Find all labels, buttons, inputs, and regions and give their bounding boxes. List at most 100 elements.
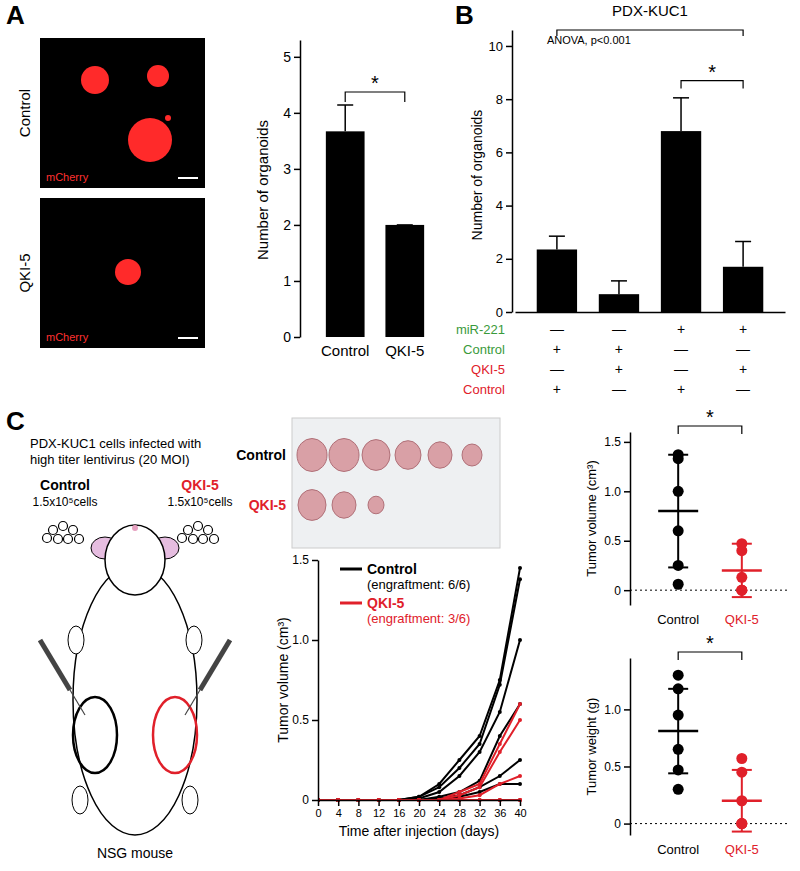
cell-icon bbox=[178, 534, 187, 543]
mouse-label: NSG mouse bbox=[97, 845, 173, 861]
growth-point bbox=[478, 785, 482, 789]
tick-label: 2 bbox=[496, 251, 503, 266]
tick-label: 32 bbox=[474, 807, 486, 819]
tick-mark bbox=[439, 800, 441, 806]
growth-line bbox=[318, 704, 520, 800]
tick-mark bbox=[506, 152, 512, 154]
organoid-blob bbox=[128, 118, 172, 162]
legend-swatch bbox=[340, 568, 362, 571]
tick-mark bbox=[294, 57, 300, 59]
condition-sign: — bbox=[550, 361, 564, 377]
tick-mark bbox=[294, 281, 300, 283]
image-background bbox=[40, 38, 205, 188]
growth-point bbox=[518, 702, 522, 706]
axis-line bbox=[630, 659, 632, 836]
syringe-needle bbox=[70, 690, 85, 715]
tick-mark bbox=[506, 259, 512, 261]
scale-bar bbox=[178, 337, 198, 339]
data-point bbox=[673, 710, 684, 721]
growth-point bbox=[457, 774, 461, 778]
tick: Control bbox=[657, 842, 699, 857]
error-bar bbox=[344, 105, 346, 131]
cell-icon bbox=[210, 535, 219, 544]
axis: 00.51.0 bbox=[604, 659, 630, 836]
tick-label: 2 bbox=[283, 217, 291, 233]
data-point bbox=[736, 545, 747, 556]
organoid-blob bbox=[165, 115, 171, 121]
sd-cap bbox=[732, 831, 752, 833]
cell-icon bbox=[69, 526, 78, 535]
error-bar bbox=[618, 281, 620, 294]
condition-sign: + bbox=[739, 361, 747, 377]
tick-label: 1.0 bbox=[604, 485, 621, 499]
tick-label: 1.0 bbox=[292, 633, 309, 647]
tick-mark bbox=[479, 800, 481, 806]
photo-row-label: Control bbox=[236, 447, 286, 463]
annotation: ANOVA, p<0.001 bbox=[547, 34, 631, 46]
legend-entry: Control bbox=[367, 561, 417, 577]
tumor-image bbox=[297, 439, 327, 472]
data-point bbox=[736, 585, 747, 596]
tick-mark bbox=[358, 800, 360, 806]
tick-label: 24 bbox=[434, 807, 446, 819]
data-point bbox=[673, 764, 684, 775]
data-point bbox=[736, 585, 747, 596]
scale-bar bbox=[178, 177, 198, 179]
panel-letter: B bbox=[455, 0, 474, 30]
tick: 4 bbox=[336, 800, 342, 819]
tick: 1.5 bbox=[292, 553, 318, 567]
tick-mark bbox=[500, 800, 502, 806]
tick: 1.0 bbox=[292, 633, 318, 647]
image-background bbox=[40, 198, 205, 348]
tick: QKI-5 bbox=[725, 842, 759, 857]
growth-line bbox=[318, 704, 520, 800]
photo-background bbox=[292, 418, 500, 548]
cell-icon bbox=[189, 535, 198, 544]
condition-label: QKI-5 bbox=[471, 362, 505, 377]
stain-label: mCherry bbox=[46, 171, 89, 183]
bar bbox=[599, 294, 639, 312]
growth-point bbox=[498, 782, 502, 786]
growth-point bbox=[518, 577, 522, 581]
tick-label: 10 bbox=[489, 39, 503, 54]
tick: 0.5 bbox=[292, 713, 318, 727]
tick: Control bbox=[321, 342, 369, 359]
tick-label: 0.5 bbox=[292, 713, 309, 727]
tick-mark bbox=[624, 823, 630, 825]
tick-label: 0.5 bbox=[604, 760, 621, 774]
condition-sign: — bbox=[612, 321, 626, 337]
panel-a: AmCherryControlmCherryQKI-5012345Control… bbox=[6, 0, 424, 359]
growth-point bbox=[498, 782, 502, 786]
data-point bbox=[736, 818, 747, 829]
tick-mark bbox=[459, 800, 461, 806]
error-bar bbox=[680, 98, 682, 131]
tick-label: 0 bbox=[302, 793, 309, 807]
tick-label: Control bbox=[657, 612, 699, 627]
schematic: CPDX-KUC1 cells infected withhigh titer … bbox=[6, 406, 233, 861]
tick-label: 5 bbox=[283, 49, 291, 65]
plot bbox=[658, 670, 762, 832]
tick-label: 4 bbox=[496, 198, 503, 213]
tick-mark bbox=[506, 46, 512, 48]
tick-label: QKI-5 bbox=[385, 342, 424, 359]
tick: 8 bbox=[496, 92, 512, 107]
axis-title: Tumor volume (cm³) bbox=[584, 460, 599, 577]
tick-mark bbox=[312, 640, 318, 642]
tick-label: 4 bbox=[283, 105, 291, 121]
error-bar bbox=[556, 236, 558, 249]
growth-point bbox=[498, 710, 502, 714]
tick-mark bbox=[312, 560, 318, 562]
zero-line bbox=[630, 823, 790, 824]
bar bbox=[537, 249, 577, 312]
photo-row-label: QKI-5 bbox=[249, 497, 287, 513]
growth-point bbox=[478, 742, 482, 746]
cell-icon bbox=[49, 526, 58, 535]
plot bbox=[318, 566, 522, 802]
condition-sign: + bbox=[677, 321, 685, 337]
image-label: Control bbox=[16, 89, 33, 137]
tick: 0 bbox=[302, 793, 318, 807]
error-cap bbox=[673, 97, 689, 99]
growth-line bbox=[318, 784, 520, 800]
bar bbox=[326, 131, 365, 337]
mean-line bbox=[658, 510, 698, 513]
